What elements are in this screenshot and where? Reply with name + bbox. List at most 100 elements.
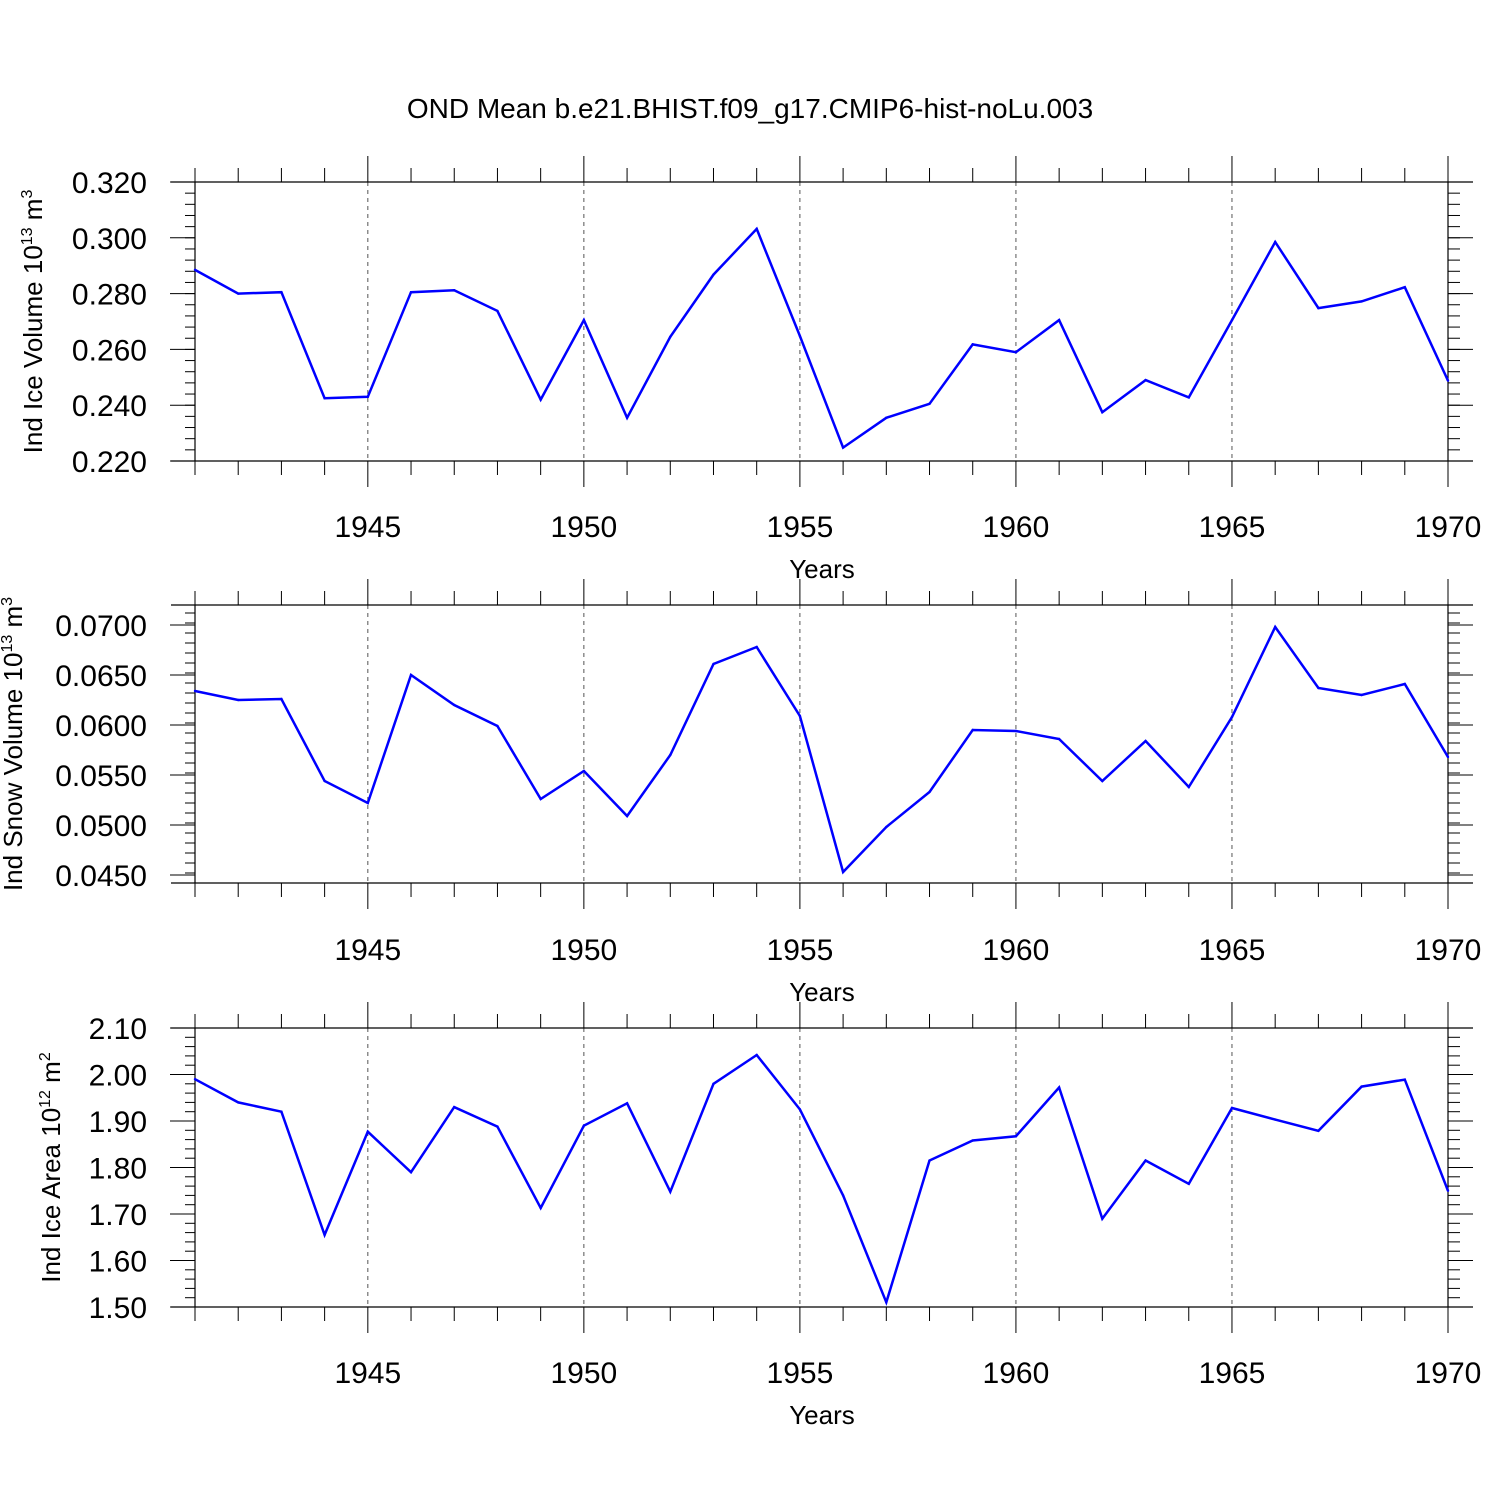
data-point [1101, 779, 1104, 783]
x-tick-label: 1960 [983, 934, 1050, 967]
data-point [496, 724, 499, 728]
data-point [237, 1101, 240, 1104]
y-tick-label: 0.0600 [55, 710, 147, 743]
data-point [1014, 729, 1018, 733]
data-point [755, 1053, 758, 1057]
y-tick-label: 1.60 [89, 1246, 147, 1279]
x-tick-label: 1950 [550, 934, 617, 967]
chart-panel-2: 0.0450 0.0500 0.0550 0.0600 0.0650 0.0700 1945… [0, 579, 1481, 1007]
x-tick-label: 1955 [767, 1357, 834, 1390]
data-point [366, 395, 370, 399]
data-point [1014, 350, 1018, 354]
data-point [841, 870, 845, 874]
x-tick-label: 1945 [334, 1357, 401, 1390]
y-tick-label: 0.0500 [55, 810, 147, 843]
data-point [712, 273, 715, 276]
data-point [496, 1125, 499, 1128]
y-tick-label: 0.0550 [55, 760, 147, 793]
x-axis-label: Years [789, 977, 855, 1007]
data-point [1144, 378, 1147, 382]
y-axis-label: Ind Ice Area 1012 m2 [36, 1052, 66, 1283]
y-tick-label: 1.80 [89, 1153, 147, 1186]
data-point [885, 1301, 888, 1304]
y-tick-label: 2.00 [89, 1060, 147, 1093]
y-tick-label: 0.280 [72, 279, 147, 312]
data-point [582, 318, 586, 322]
data-point [280, 1110, 283, 1113]
data-point [1187, 396, 1190, 399]
data-point [712, 1082, 715, 1086]
data-point [798, 334, 802, 338]
x-tick-label: 1955 [767, 934, 834, 967]
chart-title: OND Mean b.e21.BHIST.f09_g17.CMIP6-hist-… [407, 93, 1093, 124]
data-point [928, 790, 931, 794]
data-point [755, 645, 758, 649]
data-point [366, 1130, 370, 1133]
series-line [194, 624, 1450, 875]
data-point [1317, 1129, 1320, 1132]
x-tick-label: 1965 [1199, 511, 1266, 544]
data-point [1446, 379, 1450, 382]
data-point [1403, 682, 1406, 686]
data-point [1057, 318, 1061, 322]
data-point [928, 1159, 931, 1162]
data-point [971, 728, 974, 732]
data-point [1144, 739, 1147, 743]
data-point [1101, 1217, 1104, 1220]
x-tick-label: 1955 [767, 511, 834, 544]
data-point [712, 662, 715, 666]
data-point [323, 1233, 326, 1237]
x-tick-label: 1960 [983, 511, 1050, 544]
y-tick-label: 0.300 [72, 223, 147, 256]
data-point [1446, 1189, 1450, 1192]
data-point [885, 416, 888, 419]
data-point [1057, 737, 1061, 741]
data-point [323, 397, 326, 400]
data-point [1403, 1078, 1406, 1081]
data-point [1446, 755, 1450, 759]
data-point [1144, 1159, 1147, 1162]
data-point [1317, 306, 1320, 310]
data-point [755, 227, 758, 231]
data-point [1230, 1106, 1234, 1110]
data-point [280, 291, 283, 294]
y-tick-label: 1.90 [89, 1106, 147, 1139]
y-tick-label: 0.0450 [55, 860, 147, 893]
y-tick-label: 0.320 [72, 167, 147, 200]
data-point [323, 779, 326, 783]
data-point [1273, 1118, 1277, 1121]
data-point [1101, 410, 1104, 414]
data-point [885, 825, 888, 829]
data-point [1273, 240, 1277, 244]
data-point [1317, 686, 1320, 690]
data-point [1014, 1135, 1018, 1138]
data-point [193, 689, 197, 693]
x-tick-label: 1945 [334, 511, 401, 544]
x-tick-label: 1945 [334, 934, 401, 967]
x-tick-label: 1970 [1415, 511, 1482, 544]
data-point [1403, 285, 1406, 289]
data-point [453, 1105, 456, 1109]
data-point [280, 697, 283, 701]
y-tick-label: 2.10 [89, 1013, 147, 1046]
x-tick-label: 1960 [983, 1357, 1050, 1390]
data-point [625, 416, 629, 419]
data-point [1230, 318, 1234, 322]
data-point [539, 1206, 542, 1210]
y-tick-label: 0.0700 [55, 610, 147, 643]
data-point [669, 753, 672, 757]
x-tick-label: 1965 [1199, 934, 1266, 967]
x-tick-label: 1950 [550, 511, 617, 544]
data-point [453, 289, 456, 292]
chart-panel-3: 1.50 1.60 1.70 1.80 1.90 2.00 2.10 1945 1950 1955… [36, 1002, 1481, 1430]
data-point [1230, 715, 1234, 719]
data-point [1360, 300, 1363, 303]
x-tick-label: 1965 [1199, 1357, 1266, 1390]
y-tick-label: 0.260 [72, 334, 147, 367]
data-point [409, 673, 413, 677]
data-point [971, 343, 974, 346]
data-point [669, 1190, 672, 1193]
x-tick-label: 1970 [1415, 1357, 1482, 1390]
x-axis-label: Years [789, 1400, 855, 1430]
